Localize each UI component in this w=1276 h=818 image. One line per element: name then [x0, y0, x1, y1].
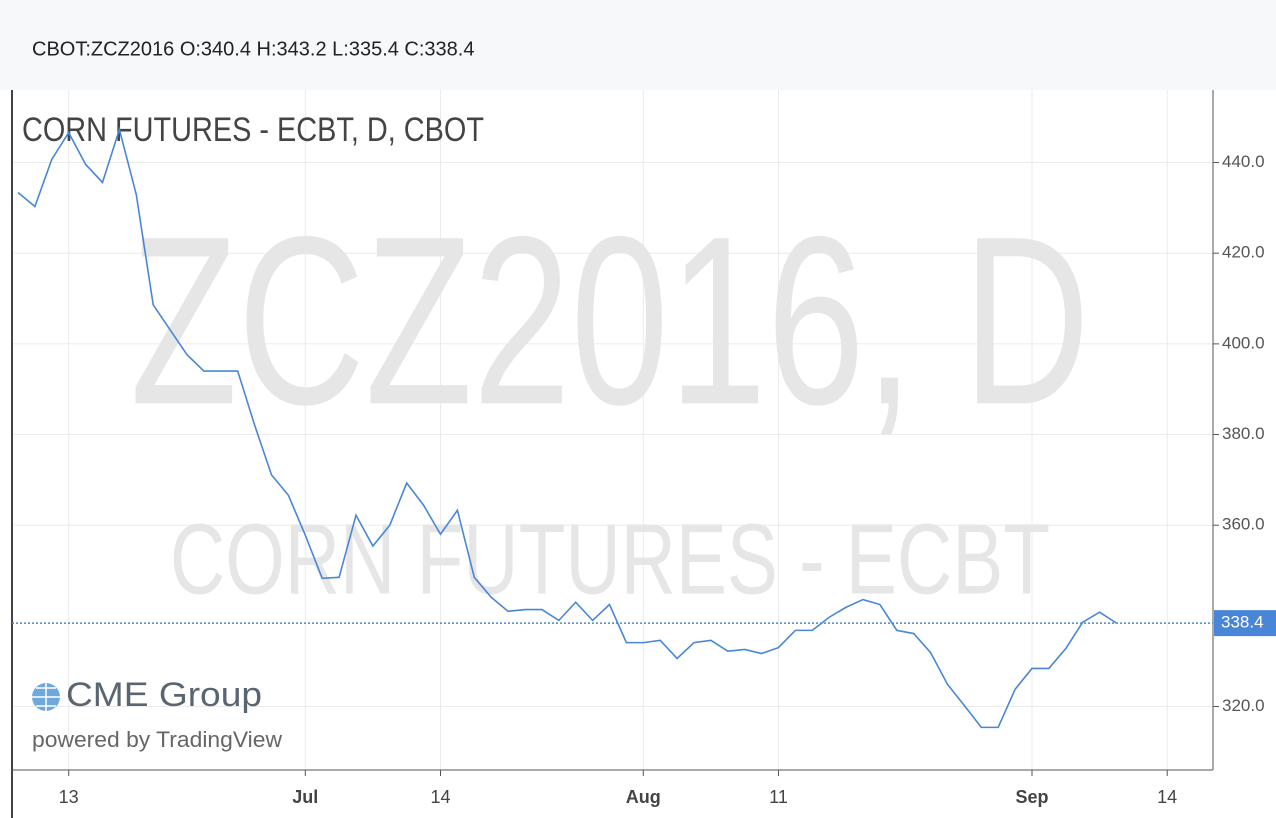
y-tick-label: 400.0	[1222, 333, 1265, 352]
y-tick-label: 420.0	[1222, 243, 1265, 262]
x-tick-label: Aug	[626, 787, 661, 807]
x-tick-label: 11	[769, 787, 788, 807]
last-price-box	[1214, 610, 1276, 637]
watermark-subtitle: CORN FUTURES - ECBT	[170, 503, 1050, 615]
header-text: CBOT:ZCZ2016 O:340.4 H:343.2 L:335.4 C:3…	[32, 38, 474, 60]
header-bar	[0, 0, 1276, 90]
chart-title: CORN FUTURES - ECBT, D, CBOT	[22, 111, 484, 149]
y-tick-label: 320.0	[1222, 696, 1265, 715]
x-tick-label: 14	[430, 787, 450, 807]
x-tick-label: 13	[59, 787, 79, 807]
logo-subtitle: powered by TradingView	[32, 727, 282, 752]
logo: CME Group	[66, 676, 262, 714]
price-line	[17, 126, 1117, 729]
watermark: ZCZ2016, D	[130, 186, 1090, 454]
plot-bg	[12, 90, 1213, 770]
x-tick-label: 14	[1157, 787, 1177, 807]
x-tick-label: Jul	[292, 787, 318, 807]
logo-globe-lines	[32, 683, 60, 711]
x-tick-label: Sep	[1015, 787, 1048, 807]
y-tick-label: 380.0	[1222, 424, 1265, 443]
y-tick-label: 440.0	[1222, 152, 1265, 171]
y-tick-label: 360.0	[1222, 515, 1265, 534]
last-price-label: 338.4	[1221, 613, 1264, 632]
